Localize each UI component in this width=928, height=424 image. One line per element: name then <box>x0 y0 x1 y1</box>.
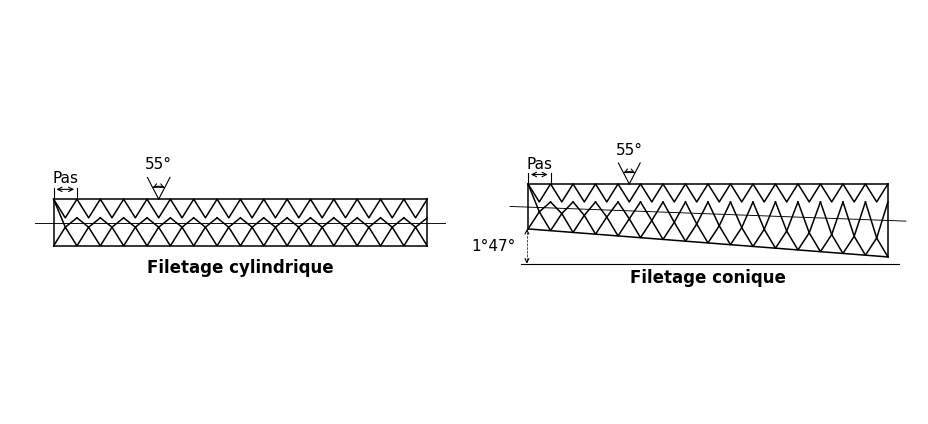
Text: Pas: Pas <box>52 171 78 186</box>
Text: 55°: 55° <box>145 157 172 172</box>
Text: Filetage cylindrique: Filetage cylindrique <box>147 259 333 277</box>
Text: 1°47°: 1°47° <box>470 239 515 254</box>
Text: Filetage conique: Filetage conique <box>629 269 785 287</box>
Text: 55°: 55° <box>615 142 642 158</box>
Text: Pas: Pas <box>526 156 552 172</box>
